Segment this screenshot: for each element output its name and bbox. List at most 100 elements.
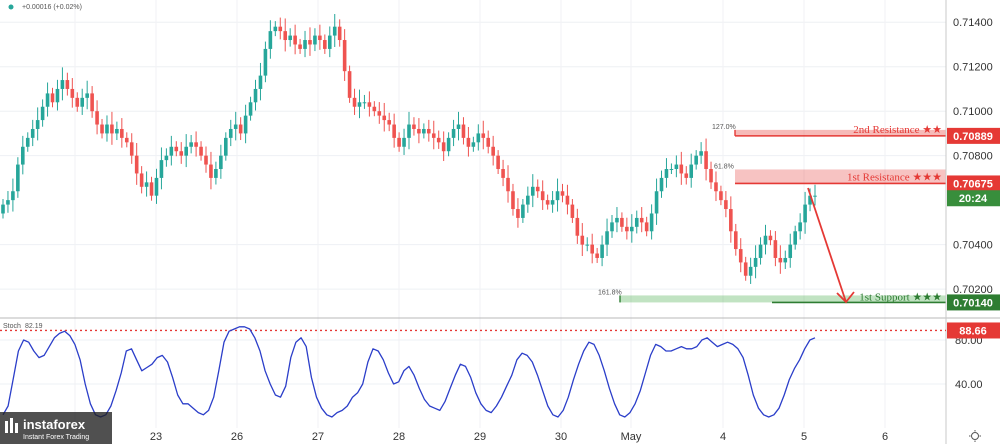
candle-body bbox=[436, 137, 441, 143]
candle-body bbox=[704, 151, 708, 170]
logo-mark-icon bbox=[5, 418, 18, 433]
candle-body bbox=[189, 142, 193, 147]
fib-ratio-label: 161.8% bbox=[598, 289, 622, 296]
logo-name: instaforex bbox=[23, 417, 86, 432]
candle-body bbox=[788, 244, 793, 258]
candle-body bbox=[724, 200, 728, 210]
main-grid bbox=[0, 0, 946, 428]
overbought-tag bbox=[947, 322, 1000, 339]
candle-body bbox=[357, 102, 362, 107]
stoch-title: Stoch bbox=[3, 323, 21, 330]
stoch-line bbox=[2, 326, 816, 418]
candle-body bbox=[600, 244, 604, 258]
settings-icon[interactable] bbox=[969, 430, 981, 442]
candle-body bbox=[496, 155, 500, 170]
candle-body bbox=[313, 35, 317, 45]
candle-body bbox=[545, 200, 550, 205]
time-tick-label: 26 bbox=[231, 431, 243, 443]
price-tick-label: 0.71400 bbox=[953, 17, 993, 29]
time-tick-label: 29 bbox=[474, 431, 486, 443]
instaforex-logo: instaforex Instant Forex Trading bbox=[0, 412, 112, 444]
price-tick-label: 0.70200 bbox=[953, 284, 993, 296]
candle-body bbox=[689, 164, 694, 178]
candle-body bbox=[293, 35, 297, 45]
candle-body bbox=[194, 142, 198, 147]
candle-body bbox=[362, 102, 367, 104]
candle-body bbox=[25, 137, 30, 147]
fib-ratio-label: 61.8% bbox=[714, 163, 734, 170]
candle-body bbox=[273, 26, 278, 32]
price-tag-text: 0.70140 bbox=[953, 297, 993, 309]
fib-ratio-label: 127.0% bbox=[712, 124, 736, 131]
time-tick-label: 4 bbox=[720, 431, 726, 443]
candle-body bbox=[263, 48, 268, 76]
candle-body bbox=[50, 93, 55, 103]
price-axis[interactable]: 0.71400 0.71200 0.71000 0.70800 0.70400 0.702… bbox=[953, 17, 993, 391]
time-tick-label: May bbox=[621, 431, 642, 443]
candle-body bbox=[75, 97, 80, 107]
candle-body bbox=[709, 169, 713, 183]
candle-body bbox=[565, 195, 570, 205]
candle-body bbox=[367, 102, 372, 107]
candle-body bbox=[555, 191, 560, 201]
time-tick-label: 30 bbox=[555, 431, 567, 443]
price-tick-label: 0.70800 bbox=[953, 151, 993, 163]
candle-body bbox=[748, 266, 753, 276]
candle-body bbox=[11, 191, 15, 201]
candle-body bbox=[90, 93, 94, 112]
price-tag-text: 0.70889 bbox=[953, 131, 993, 143]
candle-body bbox=[224, 137, 228, 156]
candle-body bbox=[80, 97, 85, 107]
candle-body bbox=[214, 169, 218, 178]
candle-body bbox=[110, 124, 114, 134]
candle-body bbox=[164, 155, 169, 161]
candle-body bbox=[516, 209, 520, 218]
candle-body bbox=[491, 146, 495, 156]
candle-body bbox=[387, 120, 391, 125]
candle-body bbox=[159, 160, 164, 178]
time-tick-label: 5 bbox=[801, 431, 807, 443]
candle-body bbox=[134, 155, 139, 174]
candle-body bbox=[372, 106, 377, 112]
candle-body bbox=[283, 31, 288, 41]
projection-arrow-line bbox=[807, 187, 847, 303]
candle-body bbox=[466, 137, 471, 147]
candle-body bbox=[679, 164, 684, 174]
candle-body bbox=[303, 40, 307, 49]
candle-body bbox=[714, 182, 718, 192]
candle-body bbox=[526, 195, 530, 205]
candle-body bbox=[6, 200, 10, 205]
level-labels: 127.0% 2nd Resistance ★★ 61.8% 1st Resistan… bbox=[598, 124, 942, 304]
candle-body bbox=[441, 142, 446, 152]
candle-body bbox=[481, 133, 486, 138]
countdown-tag bbox=[947, 190, 1000, 207]
candle-body bbox=[179, 151, 184, 156]
candle-body bbox=[352, 97, 357, 107]
candle-body bbox=[323, 40, 327, 49]
candle-body bbox=[630, 226, 634, 232]
countdown-text: 20:24 bbox=[959, 193, 988, 205]
candle-body bbox=[620, 217, 624, 227]
candle-body bbox=[456, 124, 461, 129]
candle-body bbox=[550, 200, 555, 205]
candle-body bbox=[625, 226, 629, 232]
candle-body bbox=[278, 26, 283, 32]
candle-body bbox=[540, 191, 545, 201]
time-tick-label: 6 bbox=[882, 431, 888, 443]
candle-body bbox=[45, 93, 50, 107]
candle-body bbox=[590, 244, 594, 254]
candle-body bbox=[674, 164, 679, 170]
candle-body bbox=[451, 128, 456, 138]
candle-body bbox=[803, 204, 807, 223]
candle-body bbox=[1, 204, 5, 214]
candle-body bbox=[610, 222, 614, 232]
stoch-pane: Stoch 82.19 bbox=[0, 323, 946, 418]
candle-body bbox=[417, 128, 421, 134]
price-tag bbox=[947, 127, 1000, 144]
candle-body bbox=[773, 240, 778, 258]
time-axis[interactable]: 23 26 27 28 29 30 May 4 5 6 bbox=[150, 431, 888, 443]
candle-body bbox=[471, 142, 476, 147]
candle-body bbox=[298, 44, 302, 49]
candle-body bbox=[580, 235, 585, 245]
projection-arrow-head-icon bbox=[836, 291, 855, 304]
